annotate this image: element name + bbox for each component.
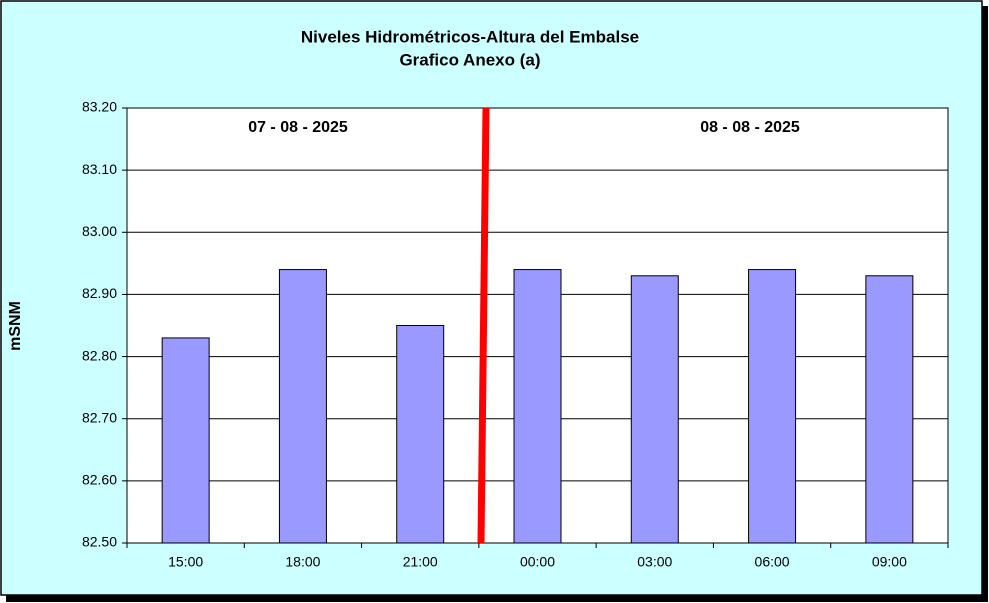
y-tick-label: 82.80 [82,347,117,363]
bar [630,275,679,544]
date-divider [477,107,490,544]
x-tick-label: 15:00 [168,554,203,570]
y-tick-label: 82.70 [82,409,117,425]
y-tick-label: 83.00 [82,223,117,239]
x-tick-label: 03:00 [637,554,672,570]
y-tick-label: 83.20 [82,99,117,115]
x-tick-label: 00:00 [520,554,555,570]
bar [748,269,797,544]
x-tick-label: 06:00 [755,554,790,570]
y-tick-label: 83.10 [82,161,117,177]
x-tick-label: 18:00 [285,554,320,570]
chart-subtitle: Grafico Anexo (a) [399,50,540,69]
bar [161,337,210,544]
y-axis-label: mSNM [7,301,24,351]
bar [513,269,562,544]
annotation: 07 - 08 - 2025 [248,119,348,136]
annotation: 08 - 08 - 2025 [700,119,800,136]
y-tick-label: 82.90 [82,285,117,301]
chart-title: Niveles Hidrométricos-Altura del Embalse [301,27,639,46]
x-tick-label: 09:00 [872,554,907,570]
bar [396,325,445,544]
y-tick-label: 82.50 [82,534,117,550]
bar [278,269,327,544]
x-tick-label: 21:00 [403,554,438,570]
y-tick-label: 82.60 [82,472,117,488]
bar [865,275,914,544]
